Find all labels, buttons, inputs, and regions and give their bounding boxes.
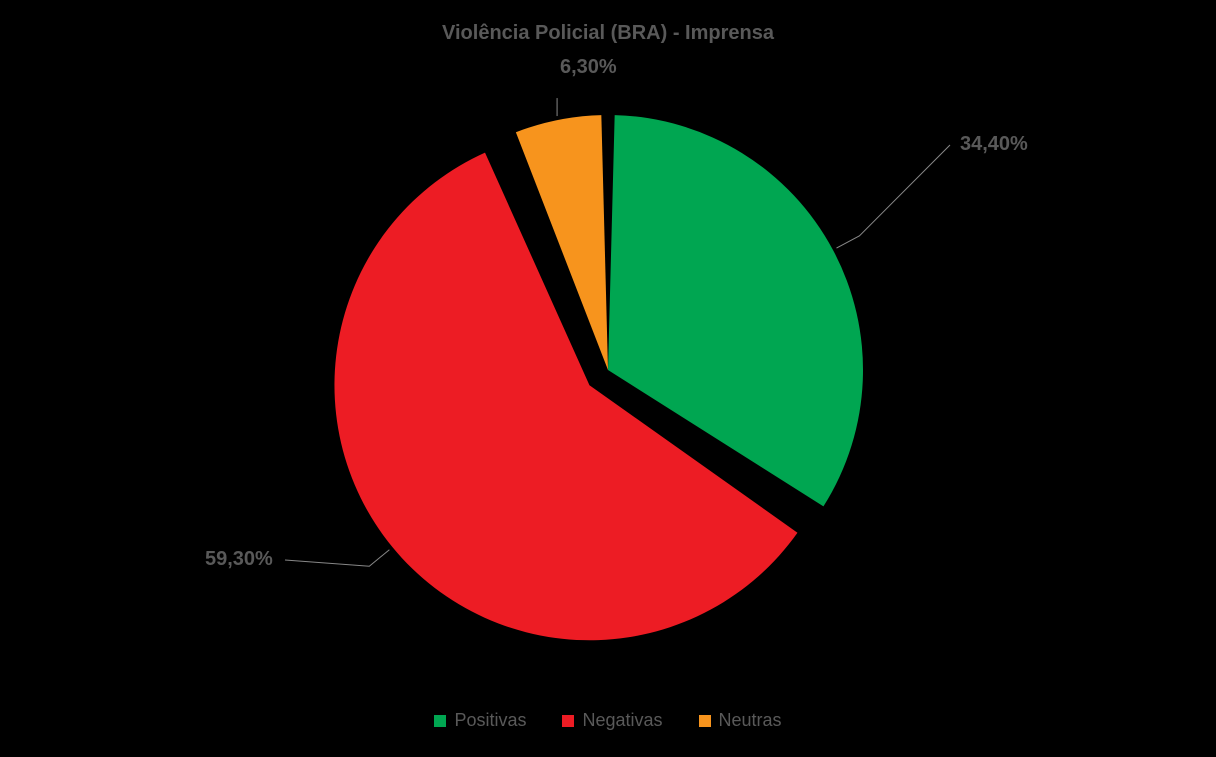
leader-line	[837, 145, 950, 248]
legend-item-neutras: Neutras	[699, 710, 782, 731]
legend-swatch-neutras	[699, 715, 711, 727]
legend-label: Positivas	[454, 710, 526, 731]
pie-svg	[0, 50, 1216, 670]
leader-line	[285, 550, 389, 567]
chart-title: Violência Policial (BRA) - Imprensa	[0, 22, 1216, 45]
legend: Positivas Negativas Neutras	[0, 710, 1216, 731]
pie-area	[0, 50, 1216, 670]
legend-label: Neutras	[719, 710, 782, 731]
legend-item-positivas: Positivas	[434, 710, 526, 731]
data-label-positivas: 34,40%	[960, 133, 1028, 156]
legend-item-negativas: Negativas	[562, 710, 662, 731]
legend-swatch-positivas	[434, 715, 446, 727]
data-label-neutras: 6,30%	[560, 56, 617, 79]
legend-swatch-negativas	[562, 715, 574, 727]
data-label-negativas: 59,30%	[205, 548, 273, 571]
pie-chart: Violência Policial (BRA) - Imprensa 34,4…	[0, 0, 1216, 757]
legend-label: Negativas	[582, 710, 662, 731]
